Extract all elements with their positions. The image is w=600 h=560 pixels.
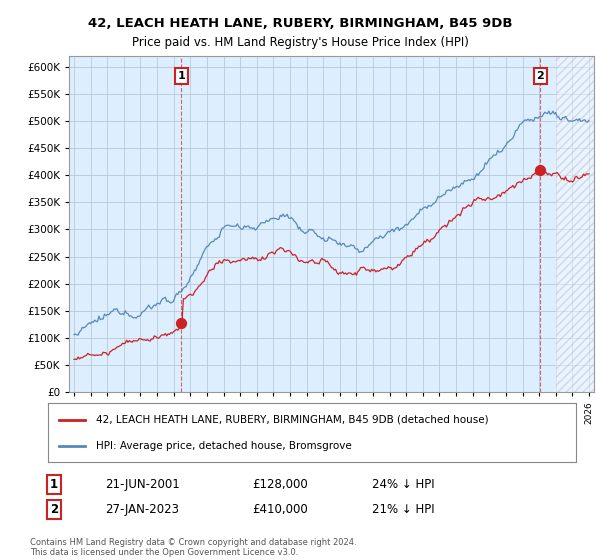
Text: 21-JUN-2001: 21-JUN-2001 [105,478,180,491]
Text: 2: 2 [536,71,544,81]
Text: 2: 2 [50,503,58,516]
Text: 24% ↓ HPI: 24% ↓ HPI [372,478,434,491]
Text: HPI: Average price, detached house, Bromsgrove: HPI: Average price, detached house, Brom… [95,441,351,451]
Bar [556,56,598,392]
Text: 1: 1 [178,71,185,81]
Text: 1: 1 [50,478,58,491]
Text: 42, LEACH HEATH LANE, RUBERY, BIRMINGHAM, B45 9DB (detached house): 42, LEACH HEATH LANE, RUBERY, BIRMINGHAM… [95,414,488,424]
Text: Price paid vs. HM Land Registry's House Price Index (HPI): Price paid vs. HM Land Registry's House … [131,36,469,49]
Text: Contains HM Land Registry data © Crown copyright and database right 2024.
This d: Contains HM Land Registry data © Crown c… [30,538,356,557]
Text: 42, LEACH HEATH LANE, RUBERY, BIRMINGHAM, B45 9DB: 42, LEACH HEATH LANE, RUBERY, BIRMINGHAM… [88,17,512,30]
Text: £128,000: £128,000 [252,478,308,491]
Point [176,318,186,327]
Text: 27-JAN-2023: 27-JAN-2023 [105,503,179,516]
Text: £410,000: £410,000 [252,503,308,516]
Point [536,165,545,174]
Text: 21% ↓ HPI: 21% ↓ HPI [372,503,434,516]
